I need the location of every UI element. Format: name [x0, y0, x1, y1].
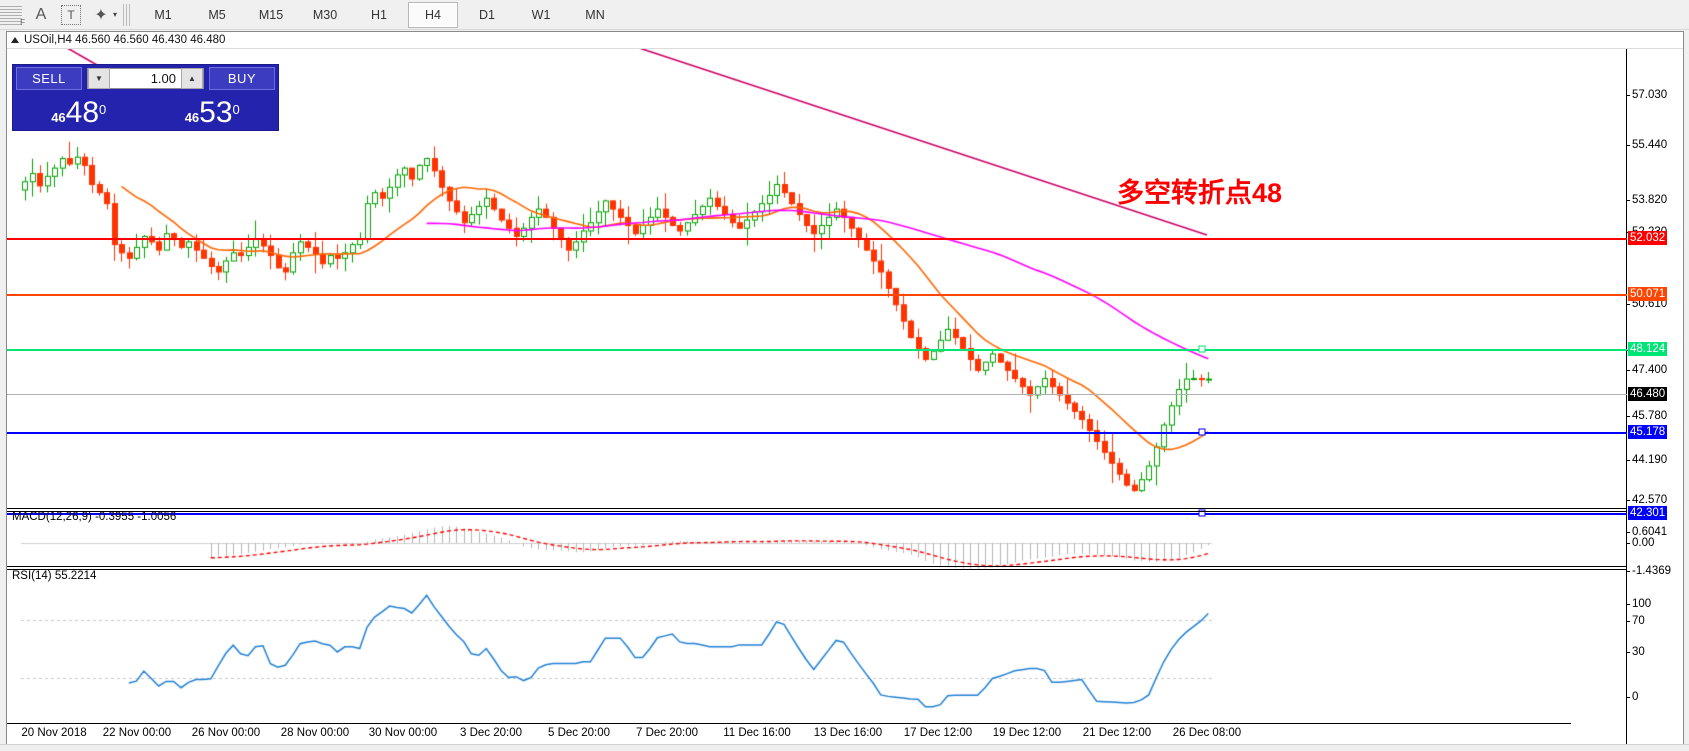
collapse-triangle-icon[interactable]: [11, 37, 19, 43]
support-label-45178[interactable]: 45.178: [1628, 425, 1668, 439]
price-tick-47400: 47.400: [1626, 364, 1668, 376]
timeframe-m15[interactable]: M15: [258, 7, 284, 22]
hline-45178[interactable]: [7, 432, 1627, 434]
rsi-scale-0: 0: [1626, 691, 1639, 703]
hline-50071[interactable]: [7, 294, 1627, 296]
buy-price-prefix: 46: [184, 110, 200, 125]
timeframe-m1[interactable]: M1: [154, 7, 172, 22]
hline-45178-handle[interactable]: [1198, 428, 1206, 436]
hline-46480[interactable]: [7, 394, 1627, 395]
rsi-pane-separator-top: [7, 566, 1627, 567]
indicators-icon[interactable]: F: [0, 4, 26, 27]
current-price-label[interactable]: 46.480: [1628, 387, 1668, 401]
timeframe-mn[interactable]: MN: [585, 7, 605, 22]
price-candles-canvas: [7, 49, 1627, 746]
time-tick: 21 Dec 12:00: [1082, 727, 1152, 739]
sell-price-display[interactable]: 46 48 0: [13, 92, 145, 128]
toolbar-grip[interactable]: [123, 3, 133, 26]
volume-increment-icon[interactable]: ▲: [181, 68, 203, 89]
price-tick-42570: 42.570: [1626, 494, 1668, 506]
hline-48124[interactable]: [7, 349, 1627, 351]
volume-value[interactable]: 1.00: [150, 71, 176, 86]
sell-price-sup: 0: [99, 102, 107, 117]
rsi-scale-100: 100: [1626, 598, 1652, 610]
hline-42301-handle[interactable]: [1198, 509, 1206, 517]
hline-52032[interactable]: [7, 238, 1627, 240]
macd-label: MACD(12,26,9) -0.3955 -1.0056: [12, 511, 177, 523]
timeframe-m5[interactable]: M5: [208, 7, 226, 22]
volume-decrement-icon[interactable]: ▼: [88, 68, 110, 89]
price-tick-55440: 55.440: [1626, 139, 1668, 151]
time-tick: 5 Dec 20:00: [547, 727, 611, 739]
time-tick: 7 Dec 20:00: [635, 727, 699, 739]
timeframe-h4[interactable]: H4: [408, 1, 459, 28]
time-tick: 17 Dec 12:00: [903, 727, 973, 739]
chart-title-text: USOil,H4 46.560 46.560 46.430 46.480: [24, 34, 226, 46]
time-tick: 28 Nov 00:00: [280, 727, 350, 739]
horizontal-scrollbar[interactable]: [0, 744, 1689, 751]
price-tick-50610: 50.610: [1626, 298, 1668, 310]
chart-annotation-text: 多空转折点48: [1117, 178, 1283, 208]
time-tick: 3 Dec 20:00: [459, 727, 523, 739]
buy-price-display[interactable]: 46 53 0: [147, 92, 279, 128]
rsi-scale-30: 30: [1627, 646, 1645, 658]
chart-plot-area[interactable]: 多空转折点48 SELL ▼ 1.00 ▲ BUY 46 48 0: [7, 49, 1627, 746]
panel-divider: [144, 92, 147, 128]
support-label-48124[interactable]: 48.124: [1628, 342, 1668, 356]
chart-window[interactable]: USOil,H4 46.560 46.560 46.430 46.480 57.…: [6, 31, 1684, 747]
buy-price-sup: 0: [232, 102, 240, 117]
text-label-icon[interactable]: T: [56, 2, 86, 28]
text-tool-icon[interactable]: A: [35, 5, 47, 23]
price-scale[interactable]: 57.03055.44053.82052.23050.61048.99047.4…: [1626, 49, 1683, 746]
timeframe-w1[interactable]: W1: [531, 7, 551, 22]
time-tick: 22 Nov 00:00: [102, 727, 172, 739]
chart-title-bar: USOil,H4 46.560 46.560 46.430 46.480: [7, 32, 1683, 49]
time-tick: 19 Dec 12:00: [992, 727, 1062, 739]
macd-pane-separator-top: [7, 508, 1627, 509]
timeframe-h1[interactable]: H1: [371, 7, 387, 22]
time-axis[interactable]: 20 Nov 2018 22 Nov 00:00 26 Nov 00:00 28 No…: [7, 723, 1571, 746]
rsi-label: RSI(14) 55.2214: [12, 570, 97, 582]
time-tick: 20 Nov 2018: [21, 727, 87, 739]
timeframe-d1[interactable]: D1: [479, 7, 495, 22]
time-tick: 11 Dec 16:00: [723, 727, 791, 739]
price-tick-53820: 53.820: [1626, 194, 1668, 206]
hline-48124-handle[interactable]: [1198, 345, 1206, 353]
time-tick: 26 Dec 08:00: [1172, 727, 1242, 739]
volume-input[interactable]: ▼ 1.00 ▲: [87, 68, 204, 89]
support-label-42301[interactable]: 42.301: [1628, 506, 1668, 520]
macd-scale-06041: 0.6041: [1626, 526, 1668, 538]
main-toolbar: F A T ✦ ▾ M1 M5 M15 M30 H1 H4 D1 W1 MN: [0, 0, 1689, 30]
sell-button[interactable]: SELL: [16, 67, 82, 90]
sell-price-prefix: 46: [51, 110, 66, 125]
rsi-pane-separator-top2: [7, 569, 1627, 570]
rsi-scale-70: 70: [1627, 615, 1645, 627]
time-tick: 13 Dec 16:00: [813, 727, 883, 739]
price-tick-45780: 45.780: [1626, 410, 1668, 422]
time-tick: 30 Nov 00:00: [368, 727, 438, 739]
timeframe-m30[interactable]: M30: [312, 7, 338, 22]
macd-scale-14369: -1.4369: [1626, 565, 1672, 577]
sell-price-main: 48: [65, 96, 100, 129]
hline-42301[interactable]: [7, 513, 1627, 515]
time-tick: 26 Nov 00:00: [191, 727, 261, 739]
price-tick-57030: 57.030: [1626, 89, 1668, 101]
one-click-trading-panel[interactable]: SELL ▼ 1.00 ▲ BUY 46 48 0: [12, 64, 279, 131]
resistance-label-52032[interactable]: 52.032: [1628, 231, 1668, 245]
objects-dropdown-icon[interactable]: ▾: [113, 10, 118, 19]
price-tick-44190: 44.190: [1626, 454, 1668, 466]
macd-scale-000: 0.00: [1626, 537, 1655, 549]
buy-button[interactable]: BUY: [209, 67, 275, 90]
buy-price-main: 53: [199, 96, 233, 129]
objects-icon[interactable]: ✦: [94, 6, 108, 24]
macd-pane-separator-top2: [7, 511, 1627, 512]
resistance-label-50071[interactable]: 50.071: [1628, 287, 1668, 301]
